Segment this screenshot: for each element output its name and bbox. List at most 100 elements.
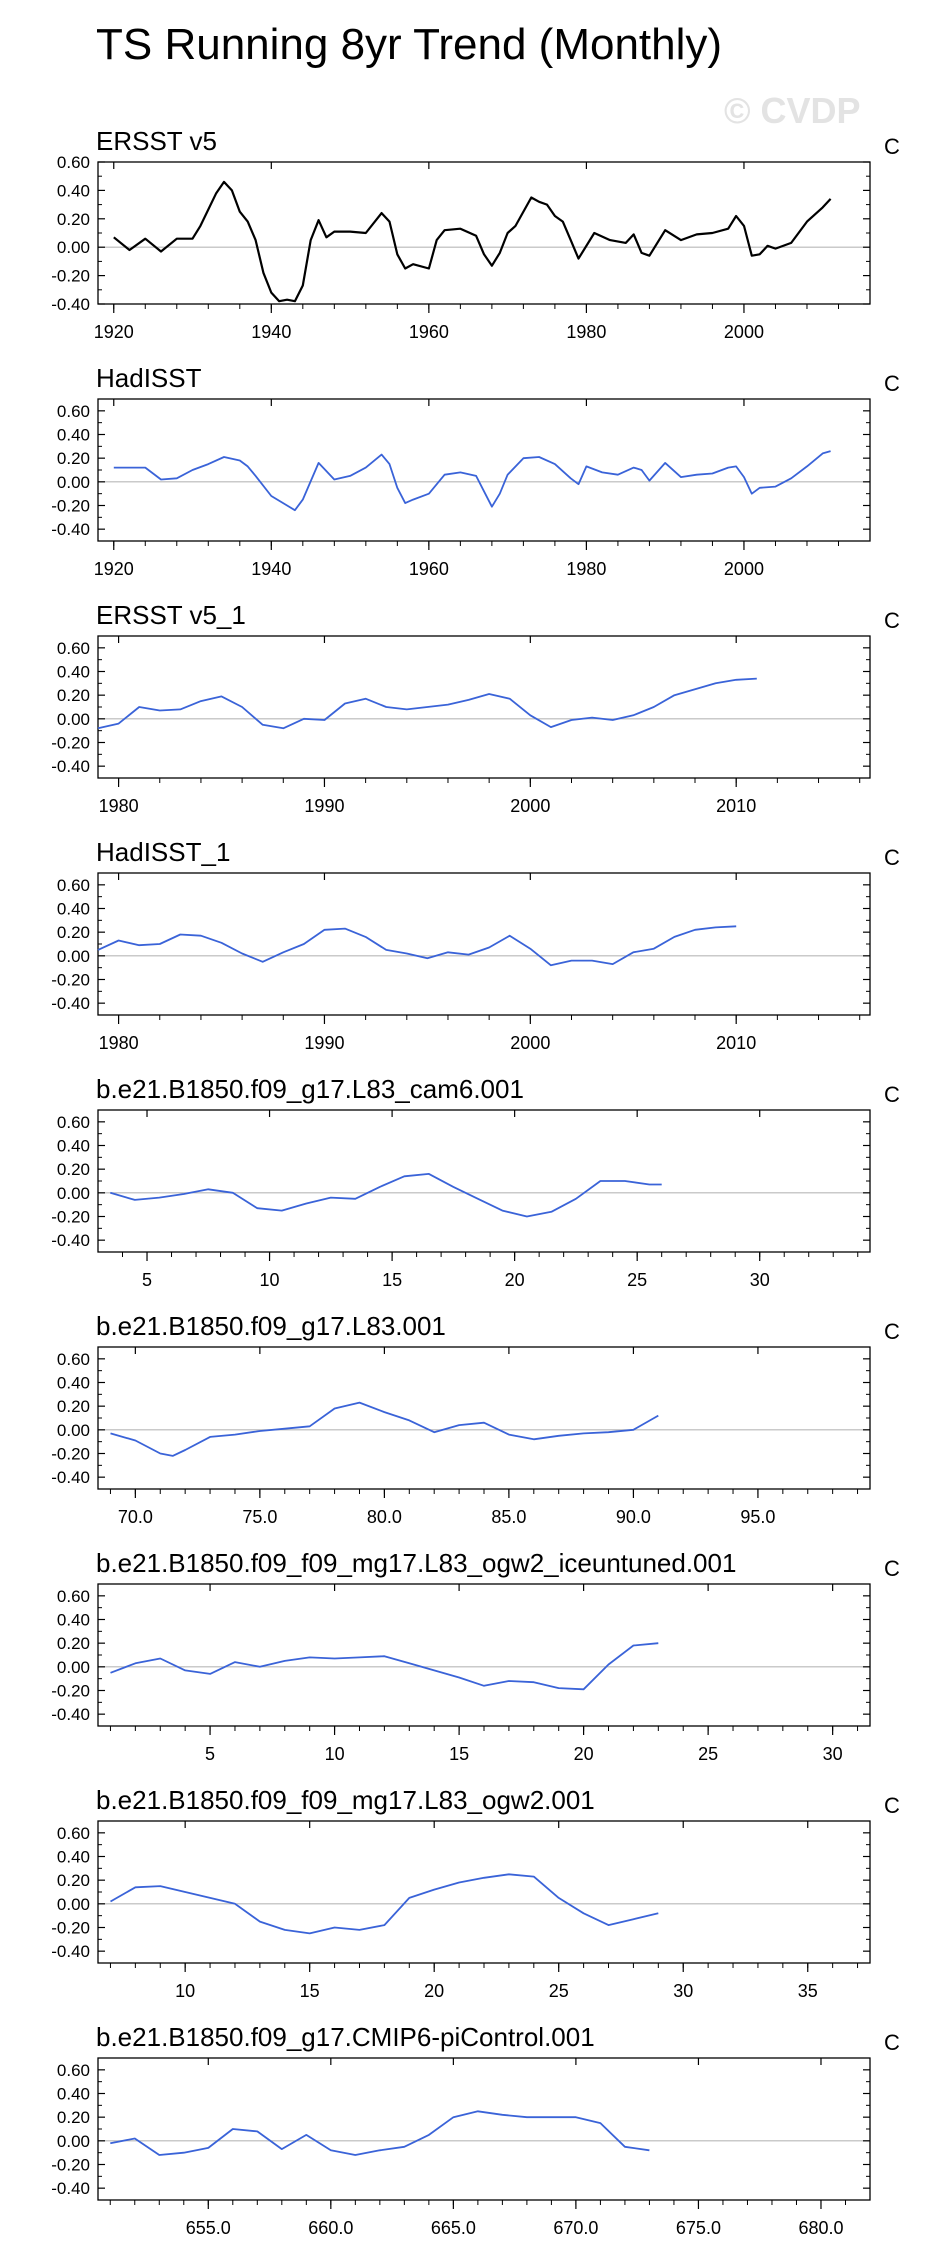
y-tick-label: -0.20 (51, 734, 90, 753)
chart-title: HadISST_1 (96, 837, 230, 867)
x-tick-label: 1960 (409, 322, 449, 342)
plot-frame (97, 1583, 871, 1727)
chart-title: HadISST (96, 363, 202, 393)
y-tick-label: -0.20 (51, 971, 90, 990)
x-tick-label: 15 (382, 1270, 402, 1290)
chart-panel-9: b.e21.B1850.f09_g17.CMIP6-piControl.001 C… (51, 2022, 900, 2238)
chart-title: b.e21.B1850.f09_g17.L83.001 (96, 1311, 446, 1341)
x-tick-label: 1980 (99, 1033, 139, 1053)
x-tick-label: 2000 (510, 1033, 550, 1053)
y-tick-label: -0.40 (51, 2179, 90, 2198)
y-tick-label: 0.20 (57, 1397, 90, 1416)
x-tick-label: 655.0 (186, 2218, 231, 2238)
y-tick-label: 0.60 (57, 876, 90, 895)
y-tick-label: 0.40 (57, 1611, 90, 1630)
plot-frame (97, 2057, 871, 2201)
y-tick-label: -0.20 (51, 2156, 90, 2175)
x-tick-label: 20 (574, 1744, 594, 1764)
data-series-line (110, 2110, 650, 2156)
y-tick-label: 0.60 (57, 402, 90, 421)
x-tick-label: 1980 (99, 796, 139, 816)
x-tick-label: 5 (205, 1744, 215, 1764)
y-tick-label: 0.60 (57, 1587, 90, 1606)
y-tick-label: 0.60 (57, 639, 90, 658)
chart-panel-7: b.e21.B1850.f09_f09_mg17.L83_ogw2_iceunt… (51, 1548, 900, 1764)
y-tick-label: 0.20 (57, 1634, 90, 1653)
y-tick-label: -0.40 (51, 1705, 90, 1724)
y-tick-label: 0.60 (57, 2061, 90, 2080)
x-tick-label: 75.0 (242, 1507, 277, 1527)
data-series-line (97, 677, 757, 730)
chart-panel-5: b.e21.B1850.f09_g17.L83_cam6.001 C -0.40 -0… (51, 1074, 900, 1290)
x-tick-label: 30 (823, 1744, 843, 1764)
x-tick-label: 1940 (251, 559, 291, 579)
chart-title: ERSST v5_1 (96, 600, 246, 630)
x-tick-label: 70.0 (118, 1507, 153, 1527)
x-tick-label: 1980 (566, 559, 606, 579)
x-tick-label: 1920 (94, 322, 134, 342)
chart-units: C (884, 608, 900, 633)
chart-units: C (884, 371, 900, 396)
x-tick-label: 1920 (94, 559, 134, 579)
y-tick-label: -0.20 (51, 267, 90, 286)
x-tick-label: 660.0 (308, 2218, 353, 2238)
page-title: TS Running 8yr Trend (Monthly) (96, 20, 723, 69)
y-tick-label: 0.60 (57, 1113, 90, 1132)
x-tick-label: 680.0 (798, 2218, 843, 2238)
chart-units: C (884, 1793, 900, 1818)
y-tick-label: 0.40 (57, 2085, 90, 2104)
x-tick-label: 90.0 (616, 1507, 651, 1527)
x-tick-label: 10 (175, 1981, 195, 2001)
y-tick-label: 0.00 (57, 2132, 90, 2151)
y-tick-label: 0.20 (57, 1160, 90, 1179)
chart-units: C (884, 845, 900, 870)
chart-units: C (884, 1556, 900, 1581)
y-tick-label: 0.20 (57, 2108, 90, 2127)
plot-frame (97, 872, 871, 1016)
x-tick-label: 1960 (409, 559, 449, 579)
y-tick-label: -0.20 (51, 1682, 90, 1701)
chart-panel-2: HadISST C -0.40 -0.20 0.00 0.20 0.40 0.60 1920 19… (51, 363, 900, 579)
plot-frame (97, 398, 871, 542)
x-tick-label: 1990 (304, 796, 344, 816)
chart-panel-1: ERSST v5 C -0.40 -0.20 0.00 0.20 0.40 0.60 1920 1… (51, 126, 900, 342)
x-tick-label: 2000 (510, 796, 550, 816)
y-tick-label: 0.40 (57, 1374, 90, 1393)
watermark: © CVDP (724, 90, 861, 131)
y-tick-label: 0.00 (57, 947, 90, 966)
plot-frame (97, 1109, 871, 1253)
x-tick-label: 10 (260, 1270, 280, 1290)
x-tick-label: 15 (449, 1744, 469, 1764)
y-tick-label: 0.60 (57, 153, 90, 172)
y-tick-label: 0.20 (57, 923, 90, 942)
chart-title: b.e21.B1850.f09_g17.CMIP6-piControl.001 (96, 2022, 595, 2052)
chart-units: C (884, 2030, 900, 2055)
x-tick-label: 10 (325, 1744, 345, 1764)
chart-title: ERSST v5 (96, 126, 217, 156)
y-tick-label: 0.20 (57, 210, 90, 229)
x-tick-label: 20 (505, 1270, 525, 1290)
chart-title: b.e21.B1850.f09_f09_mg17.L83_ogw2_iceunt… (96, 1548, 736, 1578)
y-tick-label: -0.40 (51, 994, 90, 1013)
y-tick-label: -0.20 (51, 1919, 90, 1938)
y-tick-label: 0.00 (57, 1184, 90, 1203)
x-tick-label: 2010 (716, 796, 756, 816)
x-tick-label: 675.0 (676, 2218, 721, 2238)
y-tick-label: 0.40 (57, 1848, 90, 1867)
chart-units: C (884, 1082, 900, 1107)
y-tick-label: 0.00 (57, 238, 90, 257)
chart-title: b.e21.B1850.f09_g17.L83_cam6.001 (96, 1074, 524, 1104)
y-tick-label: -0.40 (51, 1231, 90, 1250)
chart-panel-3: ERSST v5_1 C -0.40 -0.20 0.00 0.20 0.40 0.60 198… (51, 600, 900, 816)
y-tick-label: 0.20 (57, 1871, 90, 1890)
chart-units: C (884, 134, 900, 159)
x-tick-label: 5 (142, 1270, 152, 1290)
x-tick-label: 25 (627, 1270, 647, 1290)
y-tick-label: 0.00 (57, 710, 90, 729)
y-tick-label: -0.20 (51, 497, 90, 516)
x-tick-label: 670.0 (553, 2218, 598, 2238)
plot-frame (97, 1820, 871, 1964)
y-tick-label: 0.00 (57, 473, 90, 492)
plot-frame (97, 161, 871, 305)
